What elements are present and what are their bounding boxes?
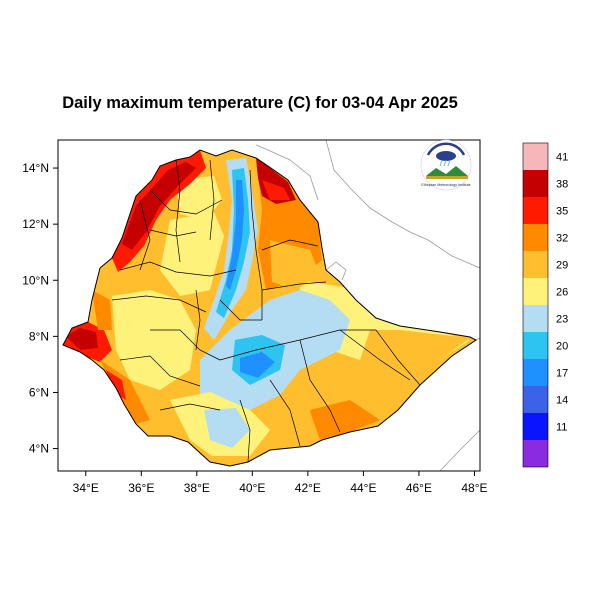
x-axis-labels: 34°E 36°E 38°E 40°E 42°E 44°E 46°E 48°E	[73, 481, 488, 495]
colorbar-swatch	[523, 440, 548, 467]
colorbar-swatch	[523, 143, 548, 170]
map-title: Daily maximum temperature (C) for 03-04 …	[62, 94, 458, 112]
colorbar-swatch	[523, 413, 548, 440]
ethiopia-outline	[62, 149, 477, 467]
y-tick-label: 14°N	[22, 161, 49, 175]
colorbar-label: 38	[556, 179, 568, 191]
ethiopian-meteorology-logo: Ethiopian Meteorology Institute	[420, 139, 472, 191]
colorbar-swatch	[523, 197, 548, 224]
y-tick-label: 12°N	[22, 217, 49, 231]
x-tick-label: 44°E	[350, 481, 376, 495]
colorbar-label: 23	[556, 314, 568, 326]
colorbar-label: 17	[556, 368, 568, 380]
colorbar-label: 26	[556, 287, 568, 299]
y-tick-label: 4°N	[29, 442, 49, 456]
neighbor-borders	[255, 139, 481, 472]
colorbar-label: 29	[556, 260, 568, 272]
x-tick-label: 38°E	[184, 481, 210, 495]
colorbar-label: 41	[556, 152, 568, 164]
x-axis	[85, 471, 475, 476]
colorbar-swatch	[523, 278, 548, 305]
y-axis	[53, 167, 58, 450]
colorbar-swatch	[523, 170, 548, 197]
x-tick-label: 36°E	[128, 481, 154, 495]
colorbar-swatch	[523, 332, 548, 359]
colorbar-swatch	[523, 386, 548, 413]
colorbar-swatch	[523, 224, 548, 251]
y-tick-label: 8°N	[29, 329, 49, 343]
x-tick-label: 42°E	[295, 481, 321, 495]
y-tick-label: 10°N	[22, 273, 49, 287]
x-tick-label: 34°E	[73, 481, 99, 495]
colorbar-label: 35	[556, 206, 568, 218]
zone-boundaries	[111, 159, 421, 463]
colorbar-swatch	[523, 359, 548, 386]
colorbar-swatch	[523, 305, 548, 332]
x-tick-label: 46°E	[406, 481, 432, 495]
y-tick-label: 6°N	[29, 385, 49, 399]
colorbar-swatch	[523, 251, 548, 278]
colorbar-label: 20	[556, 341, 568, 353]
plot-frame	[57, 139, 481, 472]
y-axis-labels: 14°N 12°N 10°N 8°N 6°N 4°N	[22, 161, 49, 456]
colorbar-labels: 41 38 35 32 29 26 23 20 17 14 11	[556, 152, 568, 434]
colorbar	[522, 142, 549, 468]
x-tick-label: 40°E	[239, 481, 265, 495]
colorbar-outline	[522, 142, 549, 468]
colorbar-label: 32	[556, 233, 568, 245]
logo-text: Ethiopian Meteorology Institute	[421, 183, 470, 187]
colorbar-label: 14	[556, 395, 568, 407]
x-tick-label: 48°E	[461, 481, 487, 495]
colorbar-label: 11	[556, 422, 567, 434]
